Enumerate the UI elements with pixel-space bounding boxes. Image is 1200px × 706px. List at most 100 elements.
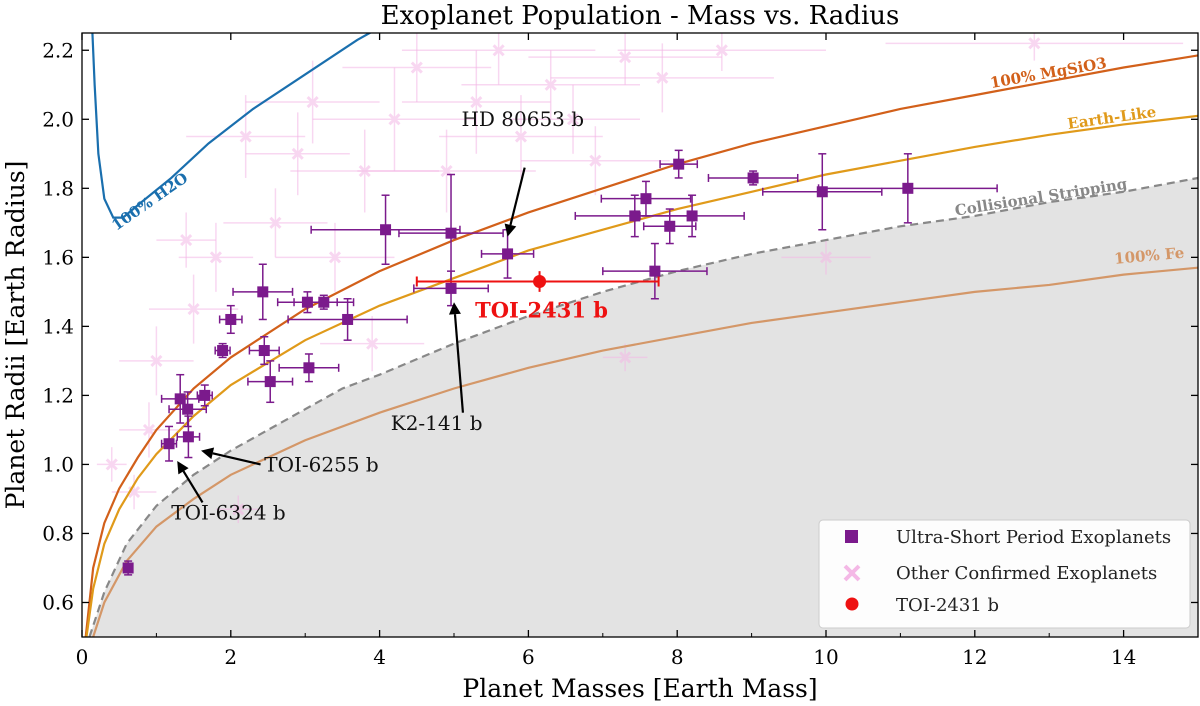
- other-planet-point: [602, 343, 648, 372]
- usp-planet-point: [293, 294, 355, 310]
- curve-collisional-stripping: [88, 176, 1198, 637]
- legend-toi-marker: [845, 597, 859, 611]
- y-tick-label: 1.8: [42, 176, 74, 200]
- usp-planet-point: [817, 153, 998, 224]
- annotation-arrow: [453, 314, 465, 413]
- annotation: HD 80653 b: [461, 107, 584, 237]
- usp-planet-marker: [182, 403, 194, 415]
- other-planet-point: [885, 33, 1184, 61]
- other-planet-marker: [566, 113, 580, 126]
- other-planet-marker: [128, 485, 141, 499]
- usp-planet-point: [602, 242, 708, 300]
- usp-planet-point: [160, 373, 200, 424]
- usp-planet-point: [287, 298, 408, 341]
- other-planet-point: [156, 212, 216, 268]
- other-planet-marker: [440, 164, 453, 178]
- annotation: K2-141 b: [391, 302, 483, 435]
- legend-toi-label: TOI-2431 b: [896, 595, 999, 616]
- other-planet-point: [312, 67, 477, 172]
- x-tick-label: 6: [522, 645, 535, 669]
- other-planet-point: [461, 50, 640, 120]
- other-planet-point: [111, 474, 157, 510]
- usp-planet-point: [707, 170, 799, 186]
- legend-box: [818, 519, 1191, 629]
- usp-planet-point: [196, 384, 213, 407]
- usp-planet-marker: [258, 345, 270, 357]
- legend-usp-label: Ultra-Short Period Exoplanets: [896, 527, 1171, 548]
- legend-usp-marker: [845, 530, 858, 543]
- curve-100-h2o: [91, 33, 372, 219]
- plot-frame: [81, 32, 1199, 638]
- other-planet-point: [186, 95, 306, 178]
- other-planet-marker: [492, 44, 505, 57]
- usp-planet-marker: [664, 220, 676, 232]
- y-axis-label: Planet Radii [Earth Radius]: [1, 161, 30, 510]
- annotations: HD 80653 b K2-141 b TOI-6255 b TOI-6324 b: [171, 107, 584, 524]
- composition-curves: [84, 33, 1198, 637]
- legend: Ultra-Short Period Exoplanets Other Conf…: [818, 519, 1191, 629]
- curve-100-mgsio3: [84, 54, 1198, 637]
- usp-planet-marker: [502, 248, 514, 260]
- usp-planet-point: [232, 263, 294, 321]
- other-planet-point: [119, 326, 194, 396]
- usp-planet-marker: [303, 362, 315, 374]
- other-planet-marker: [105, 458, 118, 471]
- other-planet-point: [215, 495, 261, 524]
- other-planet-point: [245, 60, 380, 144]
- curve-earth-like: [85, 114, 1198, 637]
- other-planet-point: [342, 33, 492, 103]
- usp-planet-marker: [629, 210, 641, 222]
- usp-planet-marker: [747, 172, 759, 184]
- x-axis-label: Planet Masses [Earth Mass]: [462, 674, 817, 703]
- annotation-label: TOI-6255 b: [264, 452, 378, 476]
- legend-other-marker: [843, 564, 861, 582]
- annotation-label: HD 80653 b: [461, 107, 584, 131]
- usp-planet-marker: [257, 286, 269, 298]
- other-planet-point: [275, 222, 395, 292]
- annotation-arrow: [182, 470, 204, 503]
- usp-planet-marker: [182, 431, 194, 443]
- y-tick-label: 1.6: [42, 245, 74, 269]
- usp-planet-marker: [673, 158, 685, 170]
- other-planet-marker: [150, 354, 163, 367]
- y-tick-label: 2.2: [42, 38, 74, 62]
- other-exoplanets-series: [96, 33, 1184, 524]
- other-planet-marker: [819, 251, 833, 264]
- other-planet-marker: [619, 351, 632, 364]
- annotation: TOI-6255 b: [201, 447, 379, 476]
- other-planet-marker: [410, 61, 423, 74]
- other-planet-point: [528, 33, 722, 85]
- x-tick-label: 4: [373, 645, 386, 669]
- other-planet-point: [506, 84, 640, 154]
- y-tick-label: 2.0: [42, 107, 74, 131]
- usp-planet-point: [248, 335, 280, 366]
- usp-planet-marker: [640, 193, 652, 205]
- other-planet-marker: [388, 113, 401, 126]
- usp-planet-marker: [264, 376, 276, 388]
- other-planet-point: [96, 447, 127, 482]
- other-planet-marker: [269, 216, 282, 229]
- chart-title: Exoplanet Population - Mass vs. Radius: [381, 1, 900, 31]
- usp-planet-marker: [686, 210, 698, 222]
- other-planet-marker: [291, 147, 304, 160]
- usp-exoplanets-series: [122, 149, 998, 576]
- other-planet-marker: [366, 337, 379, 350]
- other-planet-marker: [180, 234, 193, 247]
- other-planet-marker: [656, 71, 669, 84]
- usp-planet-marker: [342, 313, 354, 325]
- other-planet-point: [148, 274, 239, 344]
- annotation-arrow: [212, 452, 261, 466]
- annotation: TOI-6324 b: [171, 460, 286, 525]
- usp-planet-point: [278, 353, 340, 383]
- other-planet-marker: [1028, 37, 1041, 50]
- usp-planet-marker: [816, 186, 828, 198]
- usp-planet-marker: [199, 389, 211, 401]
- curve-100-fe: [92, 266, 1198, 637]
- other-planet-marker: [239, 130, 252, 143]
- y-tick-label: 1.4: [42, 314, 74, 338]
- legend-other-label: Other Confirmed Exoplanets: [896, 563, 1157, 584]
- annotation-arrowhead: [201, 447, 215, 460]
- other-planet-point: [520, 126, 670, 196]
- usp-planet-point: [413, 270, 489, 307]
